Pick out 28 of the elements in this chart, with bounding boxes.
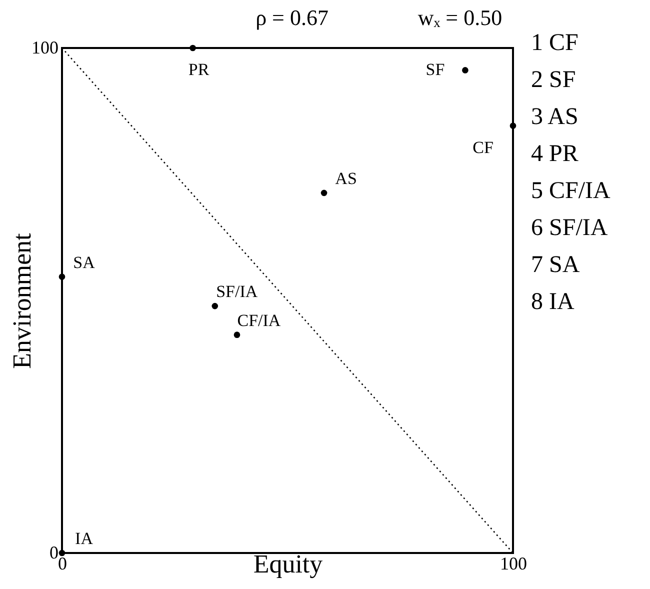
y-axis-title: Environment (8, 232, 36, 369)
point (462, 67, 468, 74)
annotation: CF (472, 138, 494, 157)
text: 3 AS (531, 104, 578, 130)
text: 5 CF/IA (531, 178, 612, 204)
text: ρ = 0.67 (256, 5, 328, 30)
x-axis-title: Equity (253, 550, 323, 578)
annotation: CF/IA (237, 310, 282, 330)
text: wₓ = 0.50 (418, 5, 502, 30)
text: 2 SF (531, 67, 576, 93)
point (234, 332, 240, 338)
text: 6 SF/IA (531, 215, 608, 241)
point (320, 190, 328, 196)
text: 8 IA (531, 289, 575, 315)
point (212, 302, 218, 310)
point (58, 550, 66, 556)
text: 4 PR (531, 141, 578, 167)
annotation: IA (75, 529, 94, 548)
annotation: AS (335, 168, 357, 188)
annotation: PR (188, 60, 210, 79)
annotation: SF/IA (216, 282, 258, 302)
point (510, 122, 516, 129)
text: 7 SA (531, 252, 580, 278)
text: 1 CF (531, 30, 578, 56)
point (58, 274, 66, 280)
point (190, 44, 196, 52)
annotation: SA (73, 252, 96, 272)
annotation: SF (426, 60, 445, 80)
